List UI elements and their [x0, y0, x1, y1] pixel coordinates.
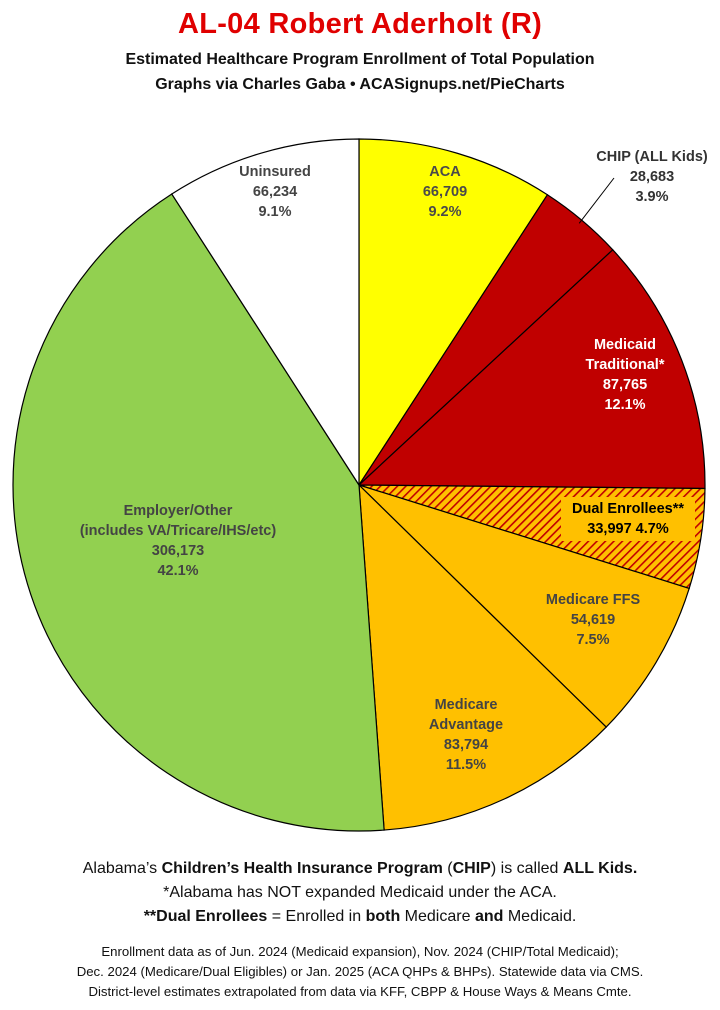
pie-slice-3 [357, 248, 706, 490]
slice-label-name-7-1: Employer/Other [124, 503, 233, 519]
slice-label-name-7-2: (includes VA/Tricare/IHS/etc) [80, 523, 277, 539]
slice-label-percent-8: 9.1% [258, 204, 291, 220]
slice-label-name-1: ACA [429, 164, 461, 180]
note-chip: Alabama’s Children’s Health Insurance Pr… [82, 860, 638, 877]
slice-label-name-3-1: Medicaid [594, 337, 656, 353]
slice-label-value-7: 306,173 [152, 543, 204, 559]
slice-label-percent-3: 12.1% [604, 397, 645, 413]
slice-label-value-3: 87,765 [603, 377, 647, 393]
pie-slice-5 [358, 484, 690, 728]
slice-label-percent-2: 3.9% [635, 189, 668, 205]
note-medicaid: *Alabama has NOT expanded Medicaid under… [163, 884, 557, 901]
slice-label-name-6-1: Medicare [435, 697, 498, 713]
pie-slice-7 [12, 193, 385, 832]
slice-label-percent-6: 11.5% [446, 757, 486, 773]
chart-credit: Graphs via Charles Gaba • ACASignups.net… [155, 76, 565, 93]
chart-subtitle: Estimated Healthcare Program Enrollment … [125, 51, 595, 68]
slice-label-value-4: 33,997 4.7% [587, 521, 669, 537]
source-line-1: Enrollment data as of Jun. 2024 (Medicai… [101, 944, 619, 959]
pie-slice-1 [358, 138, 549, 488]
slice-label-percent-1: 9.2% [428, 204, 461, 220]
chip-leader-line [578, 177, 615, 224]
slice-label-value-5: 54,619 [571, 612, 615, 628]
note-dual: **Dual Enrollees = Enrolled in both Medi… [143, 908, 577, 925]
slice-label-name-4: Dual Enrollees** [572, 501, 684, 517]
slice-label-name-5: Medicare FFS [546, 592, 641, 608]
slice-label-name-6-2: Advantage [429, 717, 503, 733]
pie-slices [12, 138, 706, 832]
pie-chart: ACA 66,709 9.2% CHIP (ALL Kids) 28,683 3.9% Me… [12, 138, 708, 832]
dual-enrollees-label-box [561, 497, 695, 541]
pie-labels: ACA 66,709 9.2% CHIP (ALL Kids) 28,683 3.9% Me… [80, 149, 708, 773]
slice-label-name-8: Uninsured [239, 164, 311, 180]
footnotes: Alabama’s Children’s Health Insurance Pr… [0, 857, 720, 929]
slice-label-percent-5: 7.5% [576, 632, 609, 648]
slice-label-percent-7: 42.1% [157, 563, 198, 579]
pie-slice-8 [170, 138, 360, 488]
slice-label-value-1: 66,709 [423, 184, 467, 200]
slice-label-value-2: 28,683 [630, 169, 674, 185]
source-line-3: District-level estimates extrapolated fr… [88, 984, 632, 999]
pie-slice-6 [358, 483, 608, 831]
chart-title: AL-04 Robert Aderholt (R) [177, 8, 543, 40]
slice-label-name-3-2: Traditional* [586, 357, 665, 373]
source-line-2: Dec. 2024 (Medicare/Dual Eligibles) or J… [76, 964, 644, 979]
source-notes: Enrollment data as of Jun. 2024 (Medicai… [0, 942, 720, 1002]
slice-label-name-2: CHIP (ALL Kids) [596, 149, 708, 165]
slice-label-value-6: 83,794 [444, 737, 488, 753]
slice-label-value-8: 66,234 [253, 184, 297, 200]
